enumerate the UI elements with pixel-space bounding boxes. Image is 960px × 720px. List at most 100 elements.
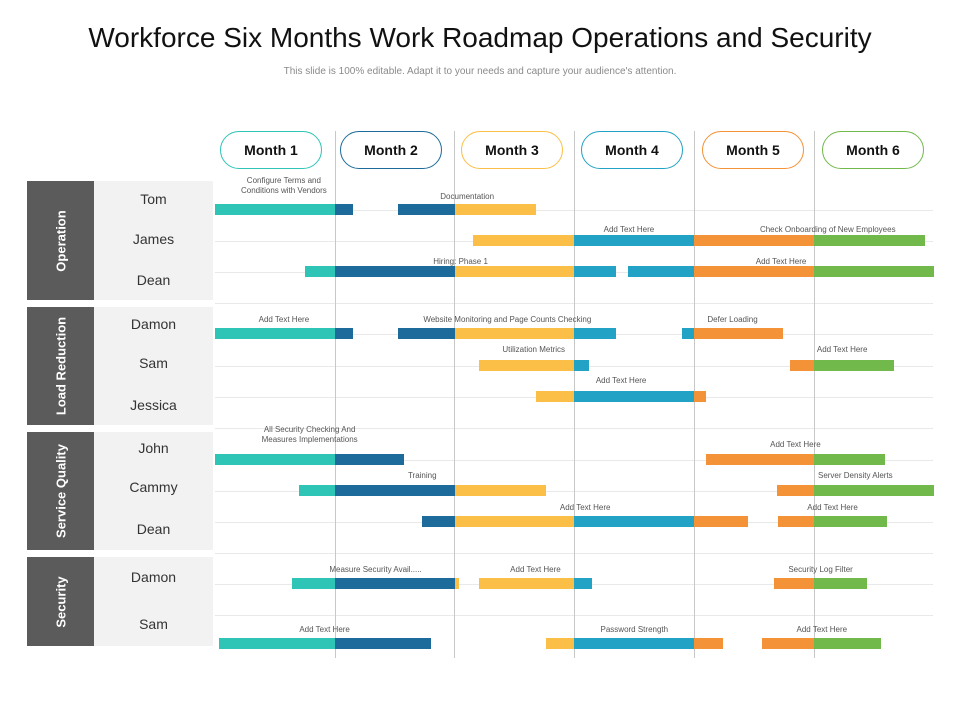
month-divider: [454, 131, 455, 658]
person-name: Tom: [140, 191, 167, 207]
task-label: Defer Loading: [707, 315, 758, 324]
task-bar-segment: [814, 516, 888, 527]
task-label: Check Onboarding of New Employees: [759, 225, 896, 234]
task-bar-segment: [215, 454, 335, 465]
month-divider: [814, 131, 815, 658]
person-name: James: [132, 231, 175, 247]
task-bar-segment: [545, 638, 575, 649]
month-header: Month 5: [702, 131, 804, 169]
task-bar-segment: [291, 578, 335, 589]
group-row-background: [94, 307, 213, 425]
task-bar-segment: [334, 266, 455, 277]
task-bar-segment: [814, 360, 895, 371]
task-bar-segment: [574, 360, 589, 371]
group-row-background: [94, 432, 213, 550]
task-bar-segment: [298, 485, 335, 496]
task-bar-segment: [422, 516, 455, 527]
task-bar-segment: [762, 638, 814, 649]
month-header: Month 1: [220, 131, 322, 169]
task-bar-segment: [304, 266, 335, 277]
task-label: Add Text Here: [299, 625, 350, 634]
task-bar-segment: [814, 578, 867, 589]
slide-subtitle: This slide is 100% editable. Adapt it to…: [283, 66, 677, 77]
task-label: Add Text Here: [559, 503, 611, 512]
month-divider: [335, 131, 336, 658]
task-label: Hiring: Phase 1: [433, 257, 488, 266]
task-bar-segment: [218, 638, 335, 649]
task-bar-segment: [694, 328, 783, 339]
person-name: Sam: [139, 616, 168, 632]
person-name: Dean: [136, 521, 171, 537]
group-label: Security: [53, 575, 68, 628]
person-name: Jessica: [130, 397, 177, 413]
task-label: Documentation: [440, 192, 495, 201]
task-bar-segment: [706, 454, 814, 465]
group-label-box: Operation: [27, 181, 94, 300]
task-bar-segment: [574, 638, 695, 649]
task-bar-segment: [574, 328, 617, 339]
task-bar-segment: [454, 266, 575, 277]
person-name: Cammy: [129, 479, 178, 495]
group-label: Operation: [53, 209, 68, 272]
task-bar-segment: [694, 391, 707, 402]
person-name: Sam: [139, 355, 168, 371]
month-header: Month 3: [461, 131, 563, 169]
task-bar-segment: [574, 578, 593, 589]
task-label: All Security Checking And Measures Imple…: [261, 425, 358, 444]
group-label: Load Reduction: [53, 316, 68, 416]
task-bar-segment: [790, 360, 814, 371]
task-bar-segment: [574, 235, 695, 246]
task-bar-segment: [574, 516, 695, 527]
task-bar-segment: [454, 328, 575, 339]
group-label: Service Quality: [53, 444, 68, 538]
task-label: Server Density Alerts: [817, 471, 893, 480]
task-label: Add Text Here: [770, 440, 821, 449]
task-bar-segment: [454, 578, 460, 589]
task-bar-segment: [472, 235, 575, 246]
slide-title: Workforce Six Months Work Roadmap Operat…: [88, 22, 872, 53]
task-bar-segment: [334, 454, 405, 465]
task-bar-segment: [730, 235, 814, 246]
task-bar-segment: [814, 485, 934, 496]
group-row-background: [94, 557, 213, 646]
task-bar-segment: [814, 235, 926, 246]
task-bar-segment: [814, 638, 882, 649]
task-bar-segment: [334, 638, 431, 649]
task-bar-segment: [536, 391, 575, 402]
task-bar-segment: [574, 266, 617, 277]
task-label: Add Text Here: [595, 376, 647, 385]
task-label: Add Text Here: [510, 565, 561, 574]
task-bar-segment: [694, 266, 814, 277]
task-bar-segment: [334, 204, 353, 215]
group-label-box: Service Quality: [27, 432, 94, 550]
task-label: Website Monitoring and Page Counts Check…: [423, 315, 592, 324]
task-bar-segment: [694, 516, 749, 527]
task-bar-segment: [334, 578, 455, 589]
task-label: Password Strength: [600, 625, 669, 634]
group-label-box: Load Reduction: [27, 307, 94, 425]
task-bar-segment: [694, 638, 723, 649]
task-bar-segment: [334, 485, 455, 496]
task-bar-segment: [215, 328, 335, 339]
task-bar-segment: [628, 266, 695, 277]
person-name: John: [138, 440, 169, 456]
task-bar-segment: [454, 516, 575, 527]
month-header: Month 4: [581, 131, 683, 169]
task-bar-segment: [774, 578, 814, 589]
group-row-background: [94, 181, 213, 300]
task-bar-segment: [814, 454, 885, 465]
task-label: Utilization Metrics: [502, 345, 565, 354]
task-bar-segment: [454, 204, 537, 215]
task-bar-segment: [454, 485, 546, 496]
person-name: Damon: [130, 569, 177, 585]
task-bar-segment: [334, 328, 353, 339]
task-bar-segment: [682, 328, 695, 339]
month-header: Month 2: [340, 131, 442, 169]
task-label: Add Text Here: [796, 625, 848, 634]
task-label: Add Text Here: [807, 503, 858, 512]
task-bar-segment: [215, 204, 335, 215]
task-label: Add Text Here: [816, 345, 868, 354]
task-label: Add Text Here: [258, 315, 310, 324]
task-bar-segment: [398, 328, 455, 339]
task-bar-segment: [814, 266, 934, 277]
